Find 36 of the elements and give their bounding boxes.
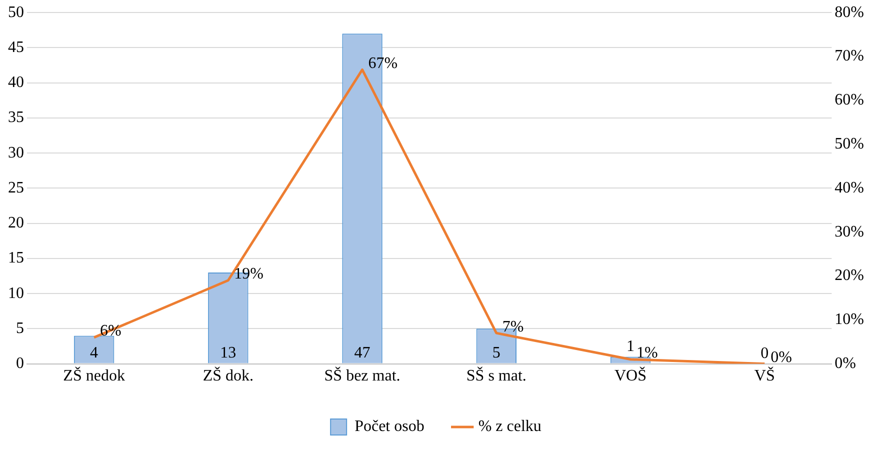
- y2-tick-label: 0%: [834, 355, 856, 372]
- y-tick-label: 20: [8, 214, 24, 232]
- y-tick-label: 50: [8, 4, 24, 21]
- y2-tick-label: 30%: [834, 223, 864, 240]
- legend-label: % z celku: [478, 418, 542, 436]
- x-tick-label: SŠ bez mat.: [324, 366, 400, 385]
- y-tick-label: 25: [8, 179, 24, 196]
- x-tick-label: SŠ s mat.: [466, 366, 526, 385]
- y2-tick-label: 10%: [834, 311, 864, 328]
- x-tick-label: VŠ: [754, 366, 775, 385]
- data-label: 19%: [234, 266, 264, 283]
- data-label: 5: [492, 344, 500, 362]
- y2-tick-label: 40%: [834, 179, 864, 196]
- x-tick-label: VOŠ: [614, 366, 647, 385]
- y2-tick-label: 50%: [834, 136, 864, 153]
- data-label: 1: [626, 338, 635, 355]
- x-tick-label: ZŠ dok.: [202, 366, 254, 385]
- data-label: 47: [354, 344, 370, 362]
- y-tick-label: 0: [16, 355, 24, 372]
- y-tick-label: 30: [8, 144, 24, 162]
- y-tick-label: 45: [8, 38, 24, 56]
- y2-tick-label: 70%: [834, 48, 864, 65]
- legend-label: Počet osob: [354, 418, 424, 436]
- x-tick-label: ZŠ nedok: [63, 366, 125, 385]
- y2-tick-label: 60%: [834, 92, 864, 109]
- y-tick-label: 15: [8, 250, 24, 267]
- y-tick-label: 40: [8, 74, 24, 92]
- y-tick-label: 5: [16, 320, 24, 337]
- y-tick-label: 10: [8, 284, 24, 302]
- data-label: 4: [90, 344, 98, 362]
- y-tick-label: 35: [8, 109, 24, 126]
- y2-tick-label: 20%: [834, 267, 864, 284]
- data-label: 13: [220, 344, 236, 362]
- data-label: 0: [760, 345, 769, 362]
- data-label: 0%: [770, 349, 792, 366]
- y2-tick-label: 80%: [834, 4, 864, 21]
